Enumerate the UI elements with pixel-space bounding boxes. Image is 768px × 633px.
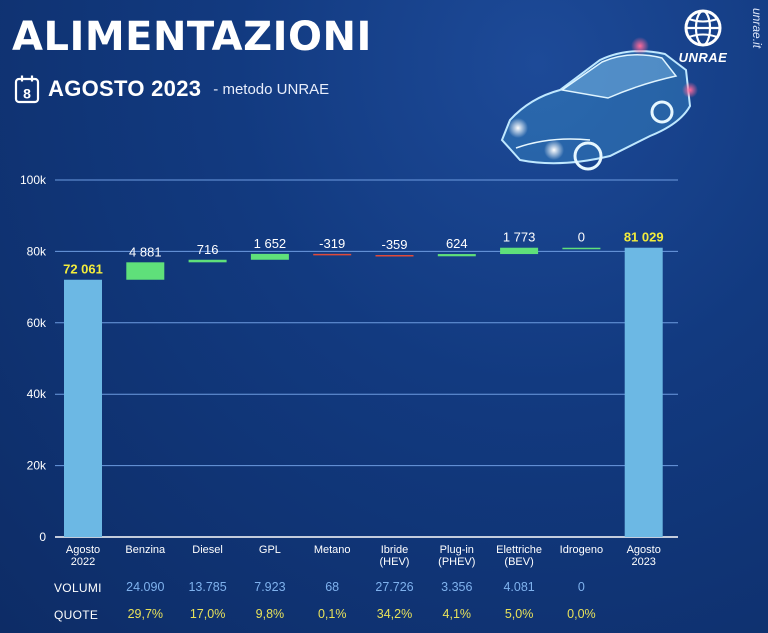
data-label: 72 061: [63, 262, 103, 277]
unrae-logo: UNRAE: [668, 6, 738, 65]
site-url: unrae.it: [750, 8, 764, 49]
y-tick-label: 20k: [27, 459, 47, 473]
subtitle: 8 AGOSTO 2023 - metodo UNRAE: [14, 74, 329, 104]
x-tick-label: Ibride (HEV): [380, 544, 410, 568]
share-cell: 29,7%: [127, 607, 164, 621]
data-label: 4 881: [129, 244, 162, 259]
share-cell: 5,0%: [504, 607, 534, 621]
globe-icon: [684, 9, 722, 47]
bar: [562, 247, 601, 250]
x-tick-label: Metano: [314, 544, 351, 556]
volume-cell: 27.726: [375, 580, 414, 594]
y-tick-label: 0: [39, 530, 46, 544]
bar: [188, 259, 227, 263]
x-tick-label: Idrogeno: [560, 544, 603, 556]
bar: [250, 253, 289, 260]
x-tick-label: GPL: [259, 544, 281, 556]
bar: [624, 247, 663, 537]
share-cell: 4,1%: [442, 607, 472, 621]
data-label: 81 029: [624, 230, 664, 245]
x-tick-label: Elettriche (BEV): [496, 544, 542, 568]
volume-cell: 68: [325, 580, 340, 594]
volume-cell: 7.923: [254, 580, 286, 594]
share-cell: 0,1%: [317, 607, 347, 621]
electric-car-illustration: [500, 37, 698, 171]
x-tick-label: Agosto 2023: [627, 544, 661, 568]
calendar-day: 8: [23, 86, 31, 102]
share-cell: 9,8%: [255, 607, 285, 621]
data-label: 0: [578, 230, 585, 245]
data-label: 624: [446, 236, 468, 251]
volumes-row-label: VOLUMI: [54, 581, 102, 595]
data-label: 716: [197, 242, 219, 257]
x-tick-label: Benzina: [125, 544, 166, 556]
y-tick-label: 40k: [27, 387, 47, 401]
logo-text: UNRAE: [678, 50, 728, 65]
x-tick-label: Plug-in (PHEV): [438, 544, 475, 568]
y-tick-label: 80k: [27, 244, 47, 258]
volume-cell: 13.785: [188, 580, 227, 594]
volume-cell: 24.090: [126, 580, 165, 594]
share-cell: 0,0%: [567, 607, 596, 621]
volume-cell: 3.356: [441, 580, 473, 594]
bar: [126, 262, 165, 280]
data-label: 1 652: [254, 236, 287, 251]
bar: [313, 253, 352, 256]
volume-cell: 4.081: [503, 580, 535, 594]
share-cell: 34,2%: [376, 607, 413, 621]
volume-cell: 0: [577, 580, 585, 594]
data-label: 1 773: [503, 230, 536, 245]
x-tick-label: Diesel: [192, 544, 223, 556]
calendar-icon: 8: [14, 75, 40, 104]
bar: [437, 254, 476, 257]
y-tick-label: 60k: [27, 316, 47, 330]
y-tick-label: 100k: [20, 173, 47, 187]
period-label: AGOSTO 2023: [48, 76, 202, 101]
bar: [375, 255, 414, 257]
waterfall-chart: 0 20k 40k 60k 80k 100k 72 061 Agosto 2022 4 881 Be…: [20, 173, 678, 568]
page-title: ALIMENTAZIONI: [12, 14, 372, 60]
method-label: - metodo UNRAE: [213, 80, 330, 98]
shares-row-label: QUOTE: [54, 608, 99, 622]
bar: [64, 279, 102, 537]
bar: [500, 247, 539, 255]
data-label: -319: [319, 236, 345, 251]
x-tick-label: Agosto 2022: [66, 544, 100, 568]
share-cell: 17,0%: [189, 607, 226, 621]
data-label: -359: [381, 237, 407, 252]
